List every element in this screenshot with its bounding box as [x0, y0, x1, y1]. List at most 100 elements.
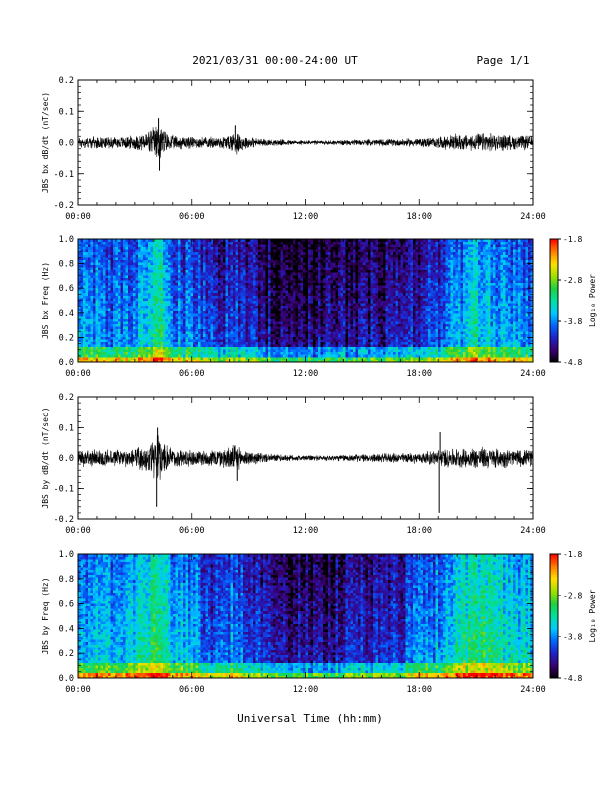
panel-2-cell	[200, 267, 204, 271]
panel-2-cell	[210, 277, 214, 281]
panel-2-cell	[235, 321, 239, 324]
panel-2-cell	[158, 344, 161, 348]
panel-2-cell	[278, 313, 281, 317]
panel-2-cell	[83, 315, 86, 319]
panel-2-cell	[170, 315, 174, 319]
panel-2-cell	[83, 259, 86, 263]
panel-2-cell	[203, 346, 206, 350]
panel-2-cell	[228, 321, 231, 324]
panel-2-cell	[323, 305, 326, 309]
panel-1-y-tick-label: -0.1	[54, 170, 74, 180]
panel-2-cell	[90, 246, 94, 250]
panel-2-cell	[205, 300, 209, 304]
panel-2-cell	[245, 356, 249, 360]
panel-2-cell	[145, 300, 149, 304]
panel-2-cell	[140, 338, 144, 342]
panel-2-cell	[163, 274, 166, 278]
panel-2-cell	[208, 344, 211, 348]
panel-2-cell	[90, 277, 94, 281]
panel-2-cell	[320, 326, 324, 330]
panel-2-cell	[270, 297, 274, 301]
panel-2-cell	[208, 246, 211, 250]
panel-2-cell	[283, 310, 286, 314]
panel-2-cell	[285, 308, 289, 312]
panel-2-cell	[150, 318, 154, 322]
panel-2-cell	[93, 259, 96, 263]
panel-2-cell	[138, 323, 141, 327]
panel-2-cell	[208, 297, 211, 301]
panel-2-cell	[183, 251, 186, 255]
panel-2-cell	[218, 359, 221, 363]
panel-2-cell	[198, 321, 201, 324]
panel-2-cell	[80, 313, 84, 317]
panel-2-cell	[223, 282, 226, 286]
panel-2-cell	[330, 326, 334, 330]
panel-2-cell	[113, 280, 116, 283]
panel-2-cell	[85, 346, 89, 350]
panel-2-cell	[203, 287, 206, 291]
panel-2-cell	[158, 336, 161, 340]
panel-2-cell	[178, 277, 181, 281]
panel-2-cell	[120, 321, 124, 324]
panel-2-cell	[220, 346, 224, 350]
panel-2-cell	[298, 351, 301, 355]
panel-2-cell	[183, 249, 186, 253]
panel-2-cell	[245, 326, 249, 330]
panel-2-cell	[128, 310, 131, 314]
panel-2-cell	[298, 297, 301, 301]
panel-2-cell	[130, 277, 134, 281]
panel-2-cell	[78, 297, 81, 301]
panel-2-cell	[320, 280, 324, 283]
panel-2-cell	[183, 274, 186, 278]
panel-2-cell	[128, 277, 131, 281]
panel-2-cell	[78, 282, 81, 286]
panel-2-cell	[88, 328, 91, 332]
panel-2-cell	[268, 292, 271, 296]
panel-2-cell	[235, 259, 239, 263]
panel-2-cell	[320, 290, 324, 294]
panel-2-cell	[233, 305, 236, 309]
panel-2-cell	[183, 328, 186, 332]
panel-2-cell	[280, 344, 284, 348]
panel-2-cell	[153, 326, 156, 330]
panel-2-cell	[248, 264, 251, 268]
panel-2-cell	[250, 323, 254, 327]
panel-2-cell	[158, 246, 161, 250]
panel-2-cell	[170, 344, 174, 348]
panel-2-cell	[248, 321, 251, 324]
panel-2-cell	[128, 344, 131, 348]
panel-2-cell	[138, 305, 141, 309]
panel-2-cell	[313, 338, 316, 342]
panel-2-cell	[283, 295, 286, 299]
panel-2-cell	[293, 292, 296, 296]
panel-2-cell	[270, 287, 274, 291]
panel-2-cell	[95, 333, 99, 337]
panel-2-cell	[290, 239, 294, 242]
panel-2-cell	[318, 346, 321, 350]
panel-2-cell	[225, 305, 229, 309]
panel-2-cell	[115, 308, 119, 312]
panel-2-cell	[223, 295, 226, 299]
panel-2-cell	[118, 341, 121, 345]
panel-2-cell	[293, 246, 296, 250]
panel-2-cell	[275, 313, 279, 317]
panel-2-cell	[108, 305, 111, 309]
panel-2-cell	[255, 356, 259, 360]
panel-2-cell	[290, 333, 294, 337]
panel-2-cell	[243, 241, 246, 245]
panel-2-cell	[180, 251, 184, 255]
panel-2-cell	[113, 287, 116, 291]
panel-2-cell	[218, 344, 221, 348]
panel-2-cell	[293, 344, 296, 348]
panel-2-cell	[105, 246, 109, 250]
panel-2-cell	[180, 326, 184, 330]
panel-2-cell	[78, 336, 81, 340]
panel-2-cell	[205, 354, 209, 358]
panel-2-cell	[140, 328, 144, 332]
panel-2-cell	[320, 269, 324, 273]
panel-2-cell	[243, 251, 246, 255]
panel-2-cell	[178, 290, 181, 294]
panel-2-cell	[200, 313, 204, 317]
panel-2-cell	[253, 338, 256, 342]
panel-2-cell	[313, 300, 316, 304]
